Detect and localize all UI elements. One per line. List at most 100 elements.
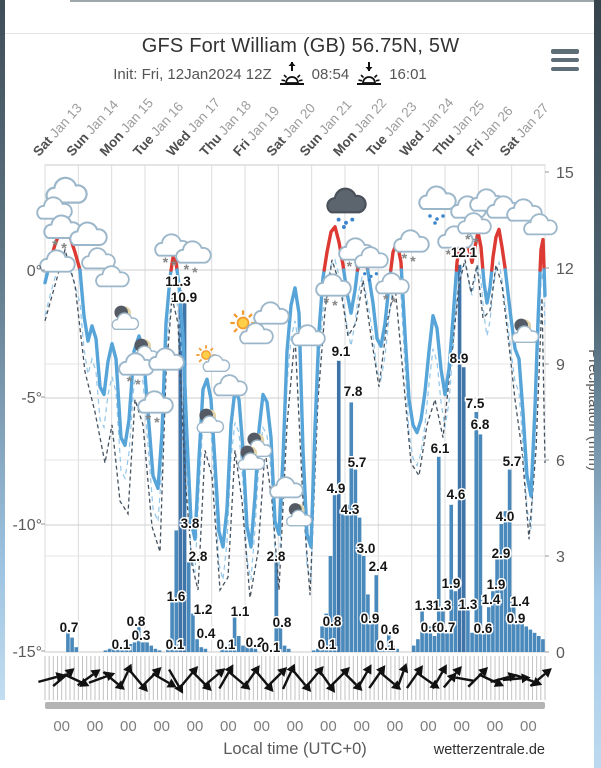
precip-bar bbox=[520, 623, 524, 652]
snowflake: * bbox=[446, 247, 452, 263]
weather-icon-cloud-snow: * * bbox=[137, 390, 174, 431]
init-row: Init: Fri, 12Jan2024 12Z 08:54 bbox=[0, 58, 540, 90]
weather-icon-sun bbox=[230, 310, 256, 336]
precip-value-label: 6.8 bbox=[471, 417, 490, 432]
weather-icon-moon-cloud bbox=[196, 408, 225, 434]
arrow-head bbox=[166, 678, 177, 688]
arrow-shaft bbox=[118, 671, 129, 690]
weather-icon-cloud bbox=[36, 196, 73, 220]
arrow-shaft bbox=[318, 669, 331, 687]
precip-bar bbox=[157, 650, 162, 652]
cloud-shape bbox=[375, 272, 410, 295]
snowflake: * bbox=[347, 259, 353, 275]
right-scrollbar[interactable] bbox=[594, 0, 601, 768]
cloud-shape bbox=[286, 509, 313, 527]
arrow-shaft bbox=[151, 672, 170, 685]
temperature-line-below-zero bbox=[481, 268, 494, 305]
cloud-shape bbox=[81, 247, 116, 270]
weather-icon-cloud-snow: * * bbox=[437, 225, 474, 266]
watermark: wetterzentrale.de bbox=[433, 742, 545, 758]
arrow-head bbox=[376, 665, 386, 676]
wind-arrow bbox=[529, 668, 552, 687]
precip-bar bbox=[141, 642, 145, 652]
raindrop bbox=[344, 220, 348, 225]
wind-arrow bbox=[76, 669, 101, 687]
precip-bar bbox=[132, 642, 137, 652]
hour-label: 00 bbox=[453, 718, 470, 735]
cloud-shape bbox=[175, 240, 212, 264]
arrow-shaft bbox=[203, 672, 220, 687]
precip-bar bbox=[245, 645, 249, 652]
bottom-scroll-track bbox=[45, 702, 545, 709]
precip-bar bbox=[178, 290, 183, 652]
cloud-shape bbox=[45, 176, 88, 204]
precip-bar bbox=[286, 648, 291, 652]
precip-value-label: 1.9 bbox=[487, 577, 506, 592]
weather-icon-moon-cloud bbox=[511, 318, 540, 344]
arrow-shaft bbox=[266, 672, 282, 688]
sunset-icon bbox=[356, 60, 382, 88]
precip-bar bbox=[332, 495, 337, 652]
precip-value-label: 1.2 bbox=[194, 602, 213, 617]
arrow-head bbox=[478, 666, 489, 677]
precip-bar bbox=[395, 648, 399, 652]
arrow-shaft bbox=[168, 668, 180, 687]
precip-value-label: 0.1 bbox=[262, 640, 281, 655]
wind-arrow bbox=[102, 671, 125, 690]
arrow-shaft bbox=[128, 669, 143, 686]
wind-arrow bbox=[356, 664, 372, 690]
wind-arrow bbox=[405, 665, 423, 689]
precip-value-label: 0.9 bbox=[507, 611, 526, 626]
precip-bar bbox=[416, 639, 420, 652]
snowflake: * bbox=[391, 295, 397, 310]
hour-label: 00 bbox=[520, 718, 537, 735]
precip-bar bbox=[507, 469, 512, 652]
cloud-shape bbox=[354, 246, 389, 269]
precip-bar bbox=[220, 648, 224, 652]
hour-label: 00 bbox=[153, 718, 170, 735]
cloud-shape bbox=[523, 213, 558, 236]
arrow-shaft bbox=[38, 675, 58, 684]
precip-bar bbox=[311, 650, 316, 652]
precip-bar bbox=[74, 647, 79, 652]
precip-value-label: 4.6 bbox=[447, 487, 466, 502]
temperature-line-above-zero bbox=[322, 225, 346, 272]
precip-bar bbox=[536, 636, 541, 652]
precip-bar bbox=[382, 648, 387, 652]
arrow-head bbox=[224, 664, 234, 675]
cloud-shape bbox=[36, 196, 73, 220]
snowflake: * bbox=[146, 412, 152, 428]
precip-value-label: 0.9 bbox=[361, 611, 380, 626]
snowflake: * bbox=[410, 254, 416, 270]
arrow-head bbox=[446, 672, 457, 683]
cloud-shape bbox=[237, 452, 266, 471]
cloud-shape bbox=[253, 301, 290, 325]
precip-value-label: 7.8 bbox=[344, 384, 363, 399]
raindrop bbox=[428, 214, 432, 218]
precip-value-label: 8.9 bbox=[450, 351, 469, 366]
arrow-shaft bbox=[102, 671, 119, 686]
wind-arrow bbox=[266, 666, 288, 688]
precip-axis-tick: 9 bbox=[556, 357, 565, 374]
precip-bar bbox=[228, 642, 233, 652]
arrow-head bbox=[438, 664, 447, 675]
wind-arrow bbox=[368, 665, 386, 689]
arrow-shaft bbox=[490, 675, 510, 684]
arrow-shaft bbox=[292, 669, 307, 686]
precip-bar bbox=[466, 610, 470, 652]
precip-bar bbox=[266, 648, 270, 652]
precip-bar bbox=[145, 642, 149, 652]
precip-value-label: 3.0 bbox=[357, 541, 376, 556]
precip-bar bbox=[274, 562, 279, 652]
temp-axis-tick: -10° bbox=[12, 517, 42, 534]
snowflake: * bbox=[402, 251, 408, 267]
arrow-shaft bbox=[405, 671, 419, 689]
precip-bar bbox=[66, 629, 70, 652]
arrow-shaft bbox=[341, 670, 357, 686]
menu-icon[interactable] bbox=[551, 49, 579, 72]
cloud-shape bbox=[315, 273, 352, 297]
precip-bar bbox=[411, 645, 416, 652]
arrow-head bbox=[493, 677, 505, 687]
arrow-shaft bbox=[455, 676, 475, 683]
